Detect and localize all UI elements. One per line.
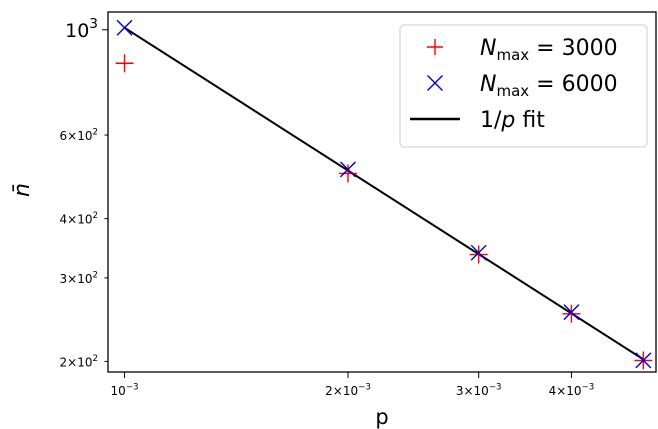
data-point-series-2 <box>339 161 356 178</box>
x-axis-label: p <box>375 405 388 429</box>
y-tick-label: 4×102 <box>60 211 98 226</box>
legend-label: Nmax = 3000 <box>480 36 618 64</box>
y-axis-ticks: 103 6×102 4×102 3×102 2×102 <box>60 16 108 369</box>
x-tick-label: 10−3 <box>111 383 139 398</box>
data-point-series-2 <box>635 352 652 369</box>
data-marks <box>115 19 653 370</box>
data-point-series-2 <box>563 304 580 321</box>
legend-marker-swatch <box>427 39 443 55</box>
data-point-series-1 <box>338 164 357 183</box>
y-tick-label: 3×102 <box>60 270 98 285</box>
x-axis-ticks: 10−3 2×10−3 3×10−3 4×10−3 <box>111 372 595 398</box>
legend: Nmax = 3000 Nmax = 6000 1/p fit <box>399 24 648 148</box>
y-axis-label: n̄ <box>10 183 35 197</box>
plot-frame <box>107 11 657 373</box>
fit-line <box>123 26 644 361</box>
legend-label: 1/p fit <box>480 108 545 133</box>
x-tick-label: 2×10−3 <box>325 383 371 398</box>
y-tick-label: 103 <box>65 16 98 42</box>
legend-box <box>399 24 648 148</box>
data-point-series-2 <box>470 244 487 261</box>
data-point-series-2 <box>116 19 133 36</box>
legend-marker-swatch <box>427 75 443 91</box>
y-tick-label: 2×102 <box>60 354 98 369</box>
y-tick-label: 6×102 <box>60 128 98 143</box>
data-point-series-1 <box>562 304 581 323</box>
legend-label: Nmax = 6000 <box>480 72 618 100</box>
x-tick-label: 3×10−3 <box>456 383 502 398</box>
data-point-series-1 <box>115 54 134 73</box>
x-tick-label: 4×10−3 <box>549 383 595 398</box>
data-point-series-1 <box>469 245 488 264</box>
